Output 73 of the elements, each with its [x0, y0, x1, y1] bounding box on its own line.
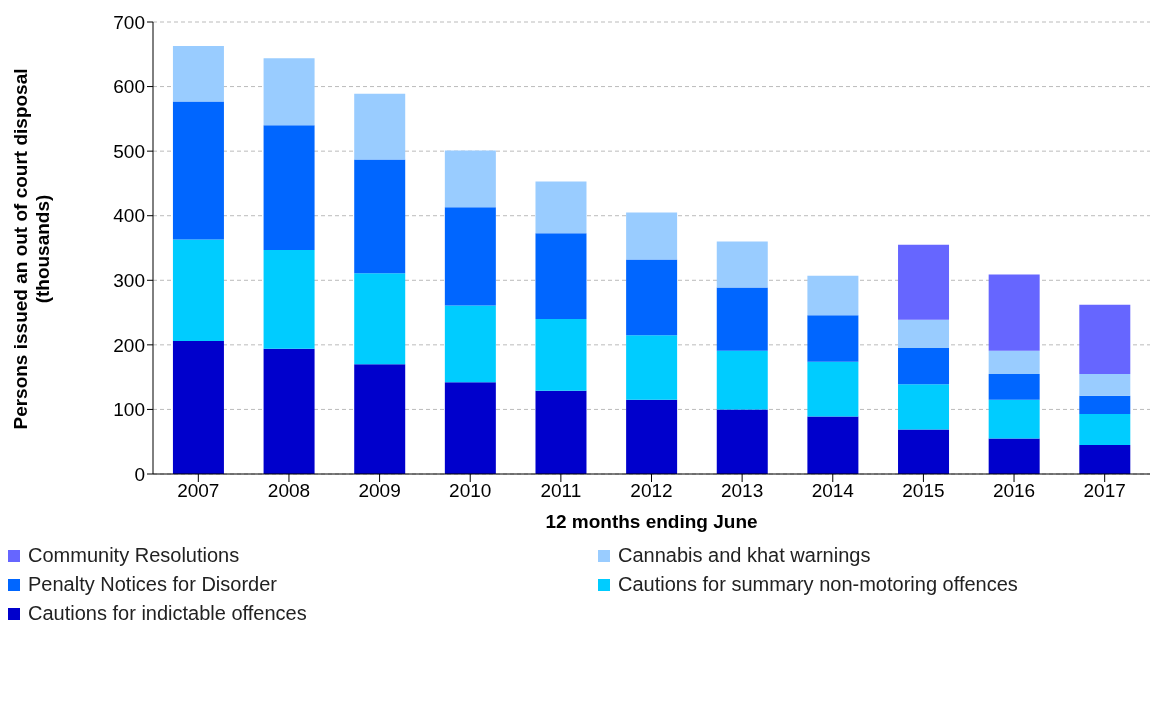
x-axis-title: 12 months ending June: [545, 511, 758, 532]
bar: [444, 382, 496, 474]
x-tick-label: 2008: [267, 480, 311, 502]
bar: [172, 239, 224, 341]
x-tick-label: 2007: [177, 480, 220, 502]
bar: [535, 319, 587, 391]
bar: [716, 241, 768, 288]
bar: [898, 384, 950, 430]
bar: [1079, 395, 1131, 414]
y-axis-title: Persons issued an out of court disposal (thousands): [10, 68, 54, 430]
bar: [988, 373, 1040, 400]
bar: [263, 249, 315, 349]
y-tick-label: 700: [113, 11, 145, 33]
legend-label: Cautions for summary non-motoring offences: [618, 573, 1018, 596]
x-tick-label: 2016: [992, 480, 1036, 502]
x-tick-label: 2015: [902, 480, 945, 502]
bar: [807, 361, 859, 417]
bar: [716, 287, 768, 351]
bar: [172, 45, 224, 102]
x-tick-label: 2017: [1083, 480, 1126, 502]
bar: [1079, 373, 1131, 396]
x-tick-label: 2013: [721, 480, 764, 502]
bar: [263, 58, 315, 126]
bar: [1079, 413, 1131, 445]
bar: [172, 101, 224, 240]
bar: [1079, 304, 1131, 374]
x-tick-label: 2012: [630, 480, 673, 502]
y-tick-label: 500: [113, 140, 145, 162]
bar: [444, 150, 496, 208]
y-tick-label: 300: [113, 270, 145, 292]
bar: [354, 273, 406, 365]
bar: [898, 319, 950, 349]
y-tick-label: 0: [134, 463, 145, 485]
bar: [354, 93, 406, 160]
bar: [444, 207, 496, 306]
legend-label: Community Resolutions: [28, 544, 240, 567]
bar: [716, 350, 768, 410]
bar: [807, 416, 859, 474]
bar: [807, 275, 859, 316]
bar: [535, 181, 587, 234]
bar: [898, 348, 950, 385]
bar: [535, 233, 587, 320]
bar: [354, 159, 406, 274]
bar: [263, 348, 315, 474]
legend-label: Penalty Notices for Disorder: [28, 573, 277, 596]
bar: [626, 259, 678, 336]
bar: [354, 364, 406, 474]
bar: [988, 399, 1040, 439]
x-tick-label: 2011: [540, 480, 582, 502]
bar: [988, 438, 1040, 474]
legend-label: Cautions for indictable offences: [28, 602, 307, 625]
legend-label: Cannabis and khat warnings: [618, 544, 871, 567]
x-tick-label: 2010: [449, 480, 492, 502]
bar: [807, 315, 859, 362]
x-tick-label: 2014: [811, 480, 855, 502]
bar: [626, 399, 678, 474]
y-tick-label: 600: [113, 76, 145, 98]
bar: [898, 429, 950, 474]
x-tick-label: 2009: [358, 480, 401, 502]
bar: [988, 350, 1040, 374]
bar: [988, 274, 1040, 351]
bar: [716, 409, 768, 474]
y-tick-label: 100: [113, 399, 145, 421]
bar: [172, 340, 224, 474]
bar: [898, 244, 950, 320]
bar: [535, 390, 587, 474]
bar: [1079, 444, 1131, 474]
bar: [263, 125, 315, 250]
bar: [626, 212, 678, 260]
bar: [444, 305, 496, 383]
bar: [626, 335, 678, 400]
y-tick-label: 400: [113, 205, 145, 227]
y-tick-label: 200: [113, 334, 145, 356]
